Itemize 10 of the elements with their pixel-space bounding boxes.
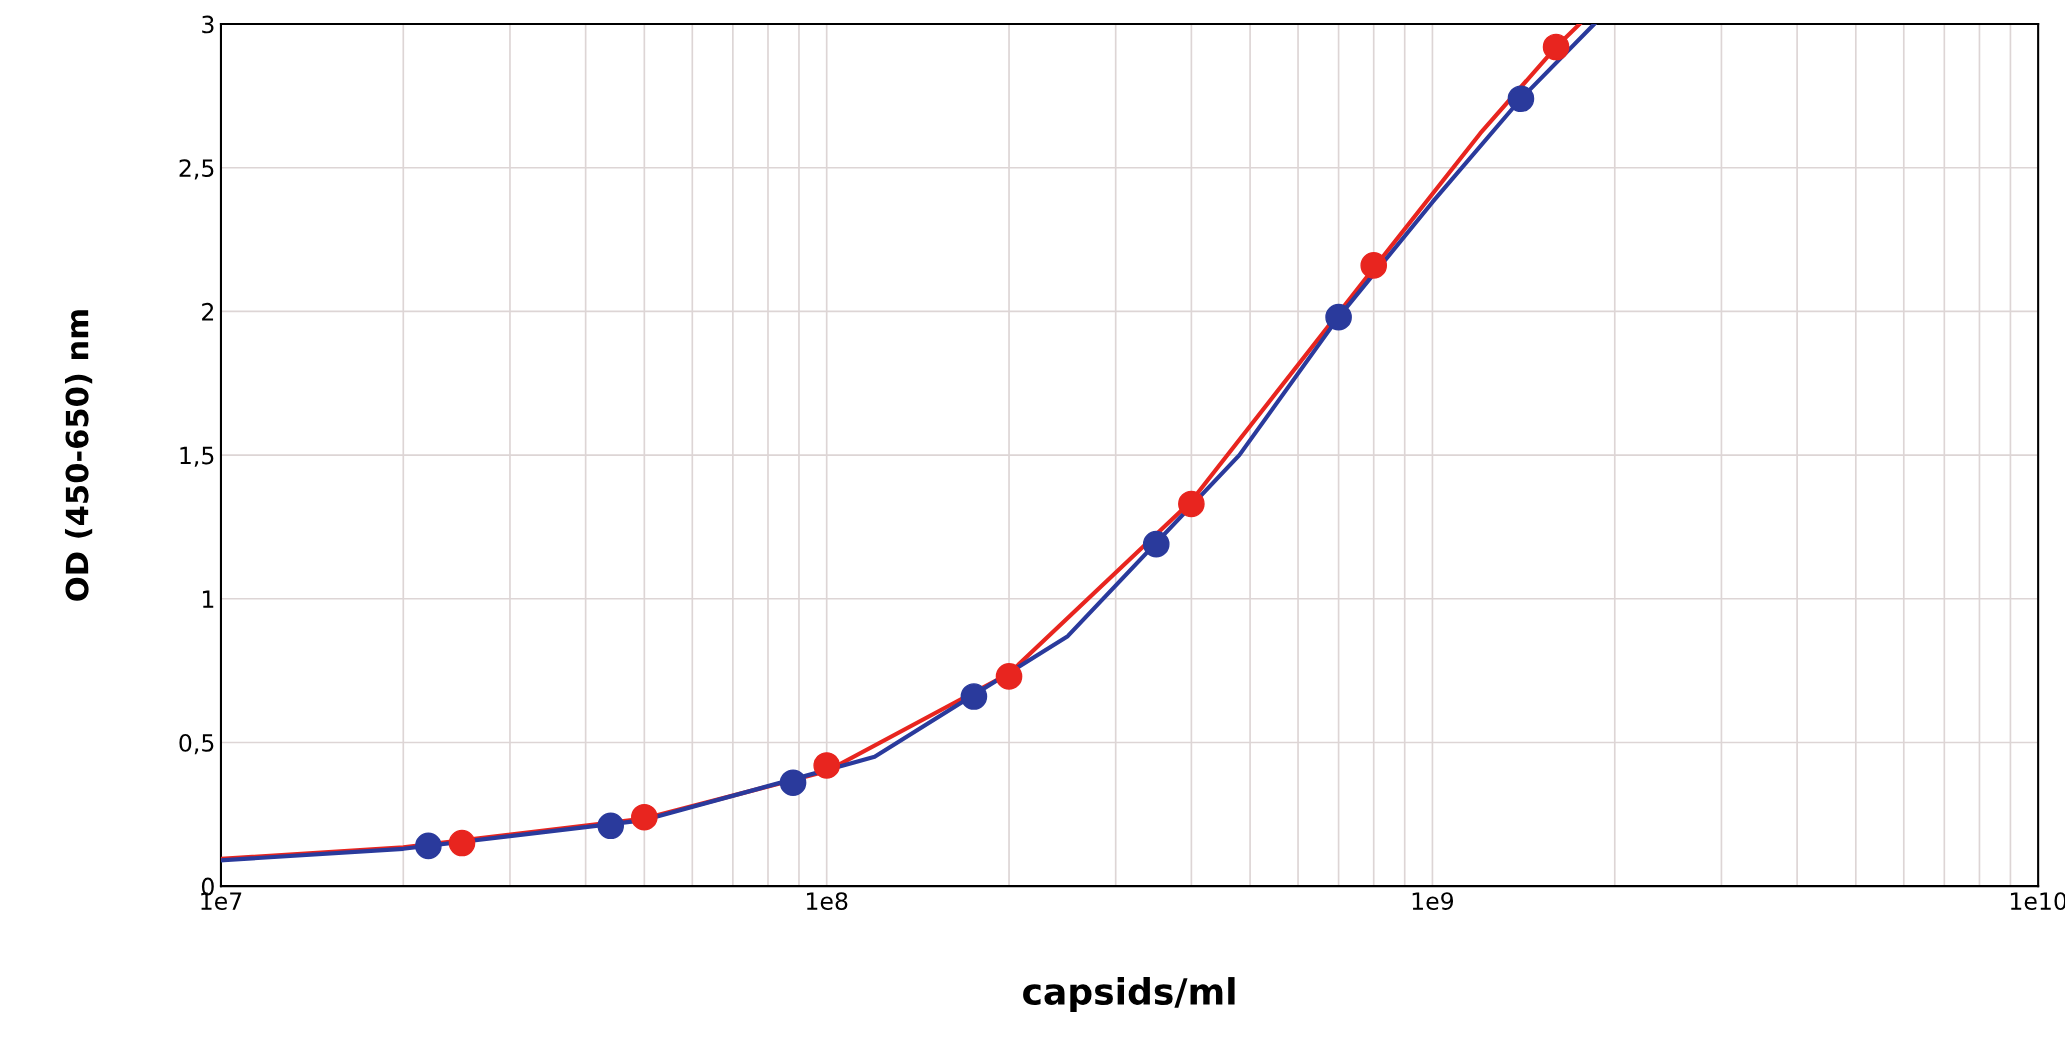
x-axis-title: capsids/ml — [1023, 977, 1235, 1013]
y-tick-label: 2,5 — [179, 159, 214, 180]
y-tick-label: 3 — [202, 15, 214, 34]
y-tick-label: 1 — [202, 590, 214, 608]
x-tick-label: 1e9 — [1412, 892, 1454, 910]
y-tick-label: 2 — [202, 302, 214, 321]
x-tick-label: 1e8 — [807, 892, 848, 910]
y-tick-label: 0,5 — [179, 733, 214, 755]
y-tick-label: 1,5 — [180, 446, 214, 467]
y-axis-title: OD (450-650) nm — [64, 310, 93, 601]
